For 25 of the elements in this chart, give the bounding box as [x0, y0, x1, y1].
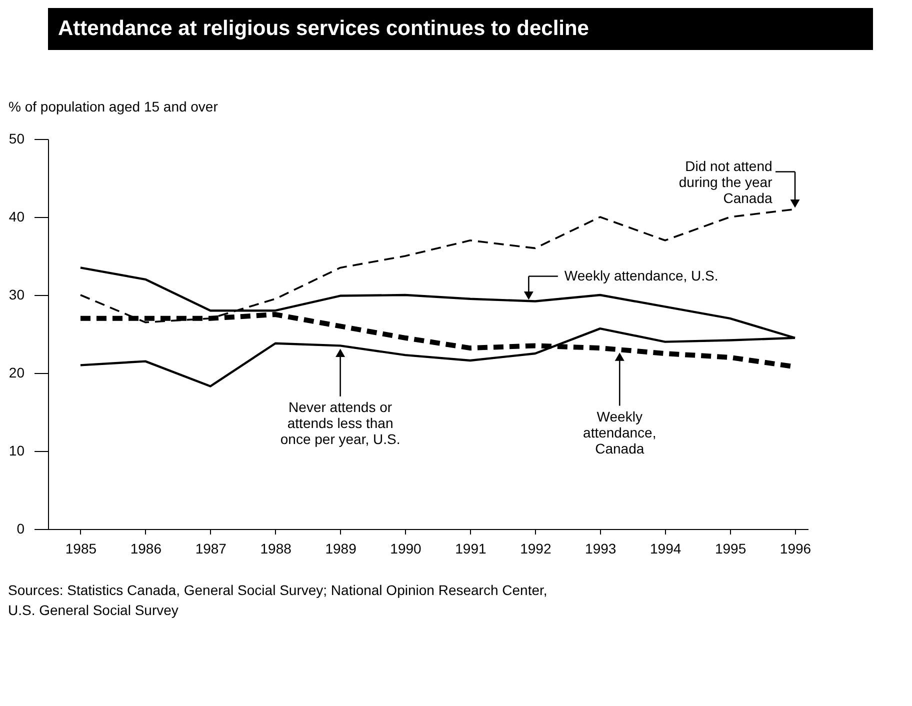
x-tick-label: 1994: [650, 540, 682, 556]
x-tick-label: 1991: [455, 540, 487, 556]
y-tick-label: 10: [8, 442, 25, 458]
y-tick-label: 40: [8, 208, 25, 224]
x-tick-label: 1996: [780, 540, 812, 556]
chart-title: Attendance at religious services continues to decline: [58, 17, 589, 40]
y-tick-label: 50: [8, 130, 25, 146]
x-tick-label: 1988: [260, 540, 292, 556]
x-tick-label: 1987: [195, 540, 227, 556]
x-tick-label: 1992: [520, 540, 552, 556]
y-tick-label: 0: [16, 520, 25, 536]
x-tick-label: 1990: [390, 540, 422, 556]
source-note: Sources: Statistics Canada, General Social Survey; National Opinion Research Center, U.S. General Social Survey: [8, 582, 548, 618]
annotation: Weekly attendance, Canada: [583, 408, 656, 456]
y-tick-label: 20: [8, 364, 25, 380]
x-tick-label: 1989: [325, 540, 357, 556]
annotation: Weekly attendance, U.S.: [564, 267, 718, 284]
x-tick-label: 1986: [130, 540, 162, 556]
annotation: Did not attend during the year Canada: [678, 158, 773, 206]
y-tick-label: 30: [8, 286, 25, 302]
x-tick-label: 1993: [585, 540, 616, 556]
y-axis-title: % of population aged 15 and over: [8, 98, 218, 114]
annotation: Never attends or attends less than once per year, U.S.: [280, 399, 400, 448]
x-tick-label: 1995: [714, 540, 746, 556]
x-tick-label: 1985: [65, 540, 97, 556]
